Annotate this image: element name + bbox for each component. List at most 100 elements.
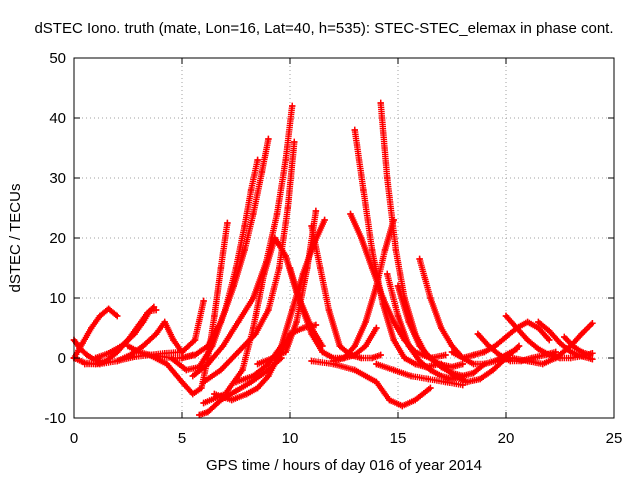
data-point <box>390 216 397 224</box>
data-point <box>515 342 523 350</box>
data-point <box>513 324 520 332</box>
data-point <box>163 360 171 368</box>
y-tick-label: 10 <box>49 290 66 307</box>
data-point <box>254 360 261 368</box>
data-point <box>250 294 257 302</box>
data-point <box>81 360 88 368</box>
data-point <box>502 333 510 341</box>
data-point <box>509 354 516 362</box>
data-point <box>368 354 376 362</box>
data-point <box>146 308 153 315</box>
data-point <box>377 351 384 359</box>
data-point <box>578 330 585 338</box>
data-point <box>217 366 225 374</box>
data-point <box>83 351 91 359</box>
data-point <box>88 324 95 332</box>
data-point <box>425 375 432 383</box>
data-point <box>442 351 449 359</box>
data-point <box>282 252 289 260</box>
data-point <box>360 186 367 194</box>
data-point <box>386 396 393 404</box>
data-point <box>114 357 121 365</box>
data-point <box>459 360 466 368</box>
data-point <box>448 342 456 350</box>
data-series <box>373 360 466 389</box>
data-point <box>222 390 229 398</box>
data-point <box>392 246 399 254</box>
data-point <box>170 336 177 344</box>
data-point <box>312 207 320 215</box>
data-point <box>390 366 397 374</box>
data-series <box>92 306 160 362</box>
data-point <box>416 342 423 350</box>
data-point <box>589 356 596 363</box>
data-point <box>161 318 168 326</box>
data-point <box>250 372 257 380</box>
data-point <box>282 348 289 356</box>
data-point <box>228 396 235 404</box>
data-point <box>105 350 112 357</box>
data-point <box>152 330 160 338</box>
data-point <box>243 390 250 398</box>
y-tick-label: 0 <box>58 350 66 367</box>
data-point <box>105 305 112 312</box>
data-point <box>191 336 199 344</box>
data-point <box>330 360 337 368</box>
data-point <box>204 342 212 350</box>
data-point <box>481 348 488 356</box>
x-tick-label: 15 <box>390 430 407 447</box>
data-point <box>351 366 358 374</box>
data-point <box>92 354 99 362</box>
data-point <box>325 306 333 314</box>
data-point <box>204 360 212 368</box>
data-point <box>217 318 225 326</box>
data-point <box>308 357 315 365</box>
data-point <box>239 366 246 374</box>
data-series <box>416 255 520 368</box>
data-point <box>260 270 268 278</box>
data-point <box>250 324 257 332</box>
data-point <box>286 264 294 272</box>
data-point <box>114 312 121 320</box>
data-point <box>401 354 408 362</box>
data-point <box>265 372 272 380</box>
data-point <box>373 282 380 290</box>
data-point <box>319 348 326 356</box>
data-point <box>247 186 255 194</box>
data-point <box>412 396 419 404</box>
data-point <box>278 342 285 350</box>
data-point <box>308 222 315 230</box>
data-point <box>524 318 531 326</box>
data-point <box>146 351 153 359</box>
data-point <box>241 222 248 230</box>
data-series <box>308 357 434 410</box>
data-point <box>552 354 559 362</box>
data-point <box>407 372 415 380</box>
data-point <box>271 234 279 242</box>
data-point <box>291 138 298 146</box>
data-point <box>273 210 281 218</box>
data-point <box>96 312 104 320</box>
data-point <box>250 210 257 218</box>
data-point <box>347 210 354 218</box>
data-point <box>79 339 86 347</box>
data-point <box>340 354 348 362</box>
data-point <box>463 378 471 386</box>
data-point <box>474 330 482 338</box>
data-point <box>373 360 380 368</box>
data-point <box>351 342 358 350</box>
data-point <box>265 306 272 314</box>
data-point <box>567 348 574 356</box>
data-series <box>81 297 207 368</box>
data-point <box>211 312 218 320</box>
data-point <box>492 357 499 365</box>
data-point <box>556 339 564 347</box>
data-point <box>297 300 304 308</box>
data-point <box>587 351 594 359</box>
y-tick-label: -10 <box>44 410 66 427</box>
data-point <box>524 357 531 365</box>
data-point <box>459 354 466 362</box>
